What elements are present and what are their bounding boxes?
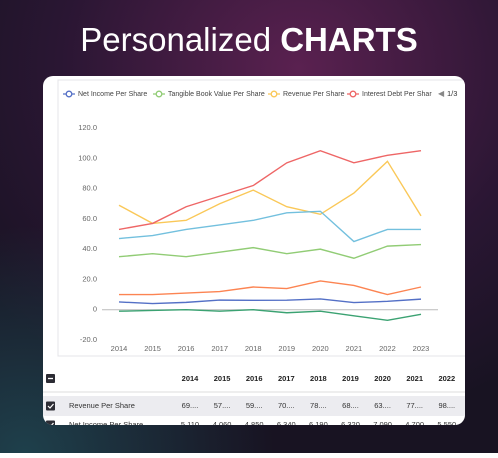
legend-dot [270, 90, 278, 98]
cell: 70.... [278, 401, 295, 410]
series-line [118, 298, 422, 305]
legend-page: 1/3 [447, 89, 457, 98]
cell: 6.340 [277, 420, 296, 429]
headline-light: Personalized [80, 21, 271, 58]
legend-dot [155, 90, 163, 98]
column-header: 2018 [310, 374, 327, 383]
series-line [118, 149, 422, 231]
cell: 68.... [342, 401, 359, 410]
row-checkbox[interactable] [46, 420, 55, 430]
headline: Personalized CHARTS [80, 21, 417, 58]
series-line [118, 243, 422, 259]
row-check [47, 422, 54, 425]
y-tick-label: 20.0 [82, 274, 97, 283]
cell: 57.... [214, 401, 231, 410]
cell: 59.... [246, 401, 263, 410]
x-tick-label: 2018 [245, 344, 262, 353]
row-checkbox[interactable] [46, 401, 55, 411]
cell: 63.... [374, 401, 391, 410]
legend: Net Income Per Share Tangible Book Value … [63, 90, 436, 98]
x-tick-label: 2023 [413, 344, 430, 353]
legend-label[interactable]: Revenue Per Share [283, 91, 345, 98]
cell: 5.550 [437, 420, 456, 429]
legend-label[interactable]: Tangible Book Value Per Share [168, 91, 265, 98]
x-tick-label: 2020 [312, 344, 329, 353]
y-tick-label: 0 [93, 305, 97, 314]
plot: -20.0 0 20.0 40.0 60.0 80.0 100.0 120.0 2014 2015… [78, 123, 438, 353]
cell: 98.... [438, 401, 455, 410]
y-tick-label: 60.0 [82, 214, 97, 223]
x-tick-label: 2014 [111, 344, 128, 353]
cell: 6.190 [309, 420, 328, 429]
cell: 7.090 [373, 420, 392, 429]
table-header [43, 366, 465, 392]
column-header: 2021 [406, 374, 423, 383]
cell: 4.060 [213, 420, 232, 429]
x-tick-label: 2017 [211, 344, 228, 353]
headline-bold: CHARTS [280, 21, 418, 58]
y-tick-label: 100.0 [78, 153, 97, 162]
table: 2014 2015 2016 2017 2018 2019 2020 2021 2022 Reve… [46, 374, 456, 430]
column-header: 2022 [438, 374, 455, 383]
row-bg [43, 396, 465, 416]
column-header: 2019 [342, 374, 359, 383]
row-label: Revenue Per Share [69, 401, 135, 410]
series-line [118, 160, 422, 225]
x-tick-label: 2016 [178, 344, 195, 353]
column-header: 2014 [182, 374, 200, 383]
cell: 4.700 [405, 420, 424, 429]
legend-label[interactable]: Interest Debt Per Share [362, 91, 436, 98]
row-check [47, 403, 54, 409]
column-header: 2020 [374, 374, 391, 383]
cell: 4.850 [245, 420, 264, 429]
series-line [118, 210, 421, 243]
series-line [118, 309, 422, 322]
x-tick-label: 2019 [278, 344, 295, 353]
column-header: 2016 [246, 374, 263, 383]
x-tick-label: 2021 [346, 344, 363, 353]
y-tick-label: 40.0 [82, 244, 97, 253]
legend-dot [65, 90, 73, 98]
column-header: 2015 [214, 374, 231, 383]
x-tick-label: 2022 [379, 344, 396, 353]
cell: 5.110 [181, 420, 199, 429]
cell: 77.... [406, 401, 423, 410]
y-tick-label: -20.0 [80, 335, 97, 344]
cell: 78.... [310, 401, 327, 410]
chart-panel [57, 79, 465, 357]
card: -20.0 0 20.0 40.0 60.0 80.0 100.0 120.0 2014 2015… [43, 76, 465, 430]
y-tick-label: 120.0 [78, 123, 97, 132]
row-label: Net Income Per Share [69, 420, 143, 429]
legend-label[interactable]: Net Income Per Share [78, 91, 147, 98]
column-header: 2017 [278, 374, 295, 383]
series-line [119, 280, 422, 296]
cell: 6.320 [341, 420, 360, 429]
cell: 69.... [182, 401, 199, 410]
legend-dot [349, 90, 357, 98]
legend-prev[interactable]: ◀ [438, 89, 445, 98]
x-tick-label: 2015 [144, 344, 161, 353]
y-tick-label: 80.0 [82, 184, 97, 193]
